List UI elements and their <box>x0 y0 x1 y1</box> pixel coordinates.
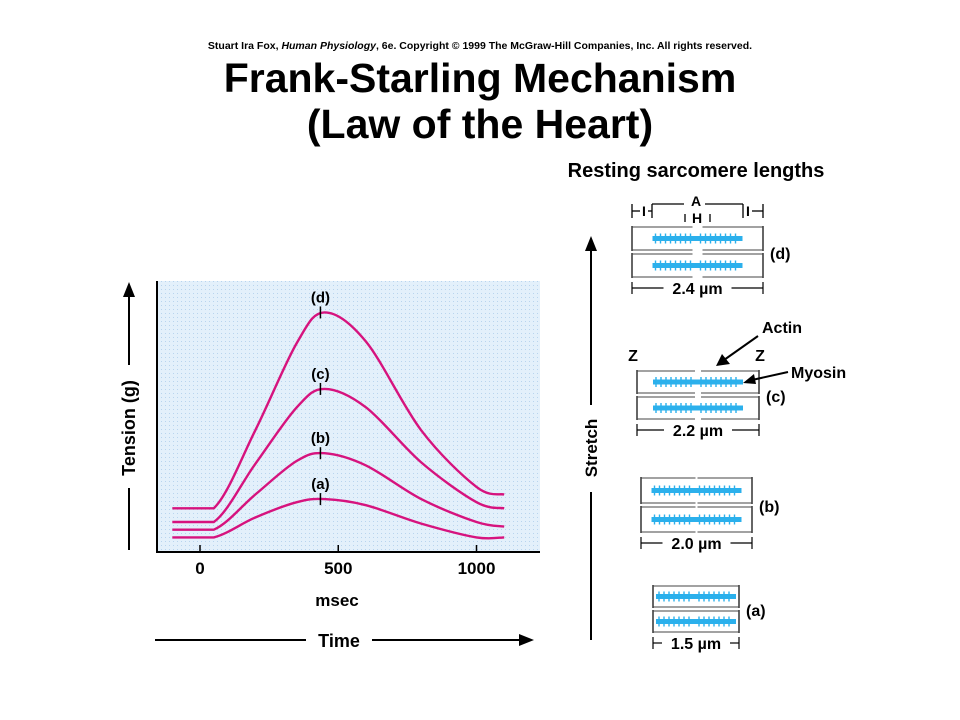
sarcomere-a: (a) 1.5 µm <box>652 585 766 653</box>
sarcomere-length-label: 2.0 µm <box>671 536 721 553</box>
sarcomere-length-label: 1.5 µm <box>671 636 721 653</box>
tension-curve-c <box>172 387 505 524</box>
tension-curve-a <box>172 497 505 540</box>
sarcomere-heading: Resting sarcomere lengths <box>568 160 825 182</box>
title-line-1: Frank-Starling Mechanism <box>223 55 737 101</box>
plot-area <box>157 281 540 551</box>
page-title: Frank-Starling Mechanism (Law of the Hea… <box>0 55 960 147</box>
sarcomere-c: (c) 2.2 µm <box>636 370 786 440</box>
x-tick-label: 0 <box>195 559 204 578</box>
sarcomere-b: (b) 2.0 µm <box>640 477 779 553</box>
myosin-label: Myosin <box>791 365 846 382</box>
copyright-book: Human Physiology <box>281 40 376 52</box>
y-axis-label: Tension (g) <box>119 380 139 476</box>
x-ticks-layer: 0 500 1000 <box>195 545 495 578</box>
time-arrow <box>155 634 534 646</box>
sarcomere-id-label: (b) <box>759 499 779 516</box>
sarcomere-id-label: (c) <box>766 389 786 406</box>
x-tick-label: 500 <box>324 559 352 578</box>
band-bracket <box>631 203 764 222</box>
sarcomere-d: (d) 2.4 µm <box>631 226 790 298</box>
sarcomere-panel: Resting sarcomere lengths Stretch I I A … <box>568 160 847 653</box>
myosin-pointer <box>743 371 789 384</box>
sarcomere-id-label: (d) <box>770 246 790 263</box>
actin-pointer <box>716 335 759 366</box>
z-label-right: Z <box>755 348 765 365</box>
band-i-right: I <box>746 203 750 219</box>
band-h: H <box>692 210 702 226</box>
actin-label: Actin <box>762 320 802 337</box>
curve-label-d: (d) <box>311 289 330 306</box>
x-tick-label: 1000 <box>458 559 496 578</box>
y-axis-arrow <box>123 282 135 550</box>
sarcomere-length-label: 2.4 µm <box>672 281 722 298</box>
sarcomere-id-label: (a) <box>746 603 766 620</box>
band-i-left: I <box>642 203 646 219</box>
curve-label-c: (c) <box>311 366 329 383</box>
tension-graph: (a) (b) (c) (d) 0 500 1000 msec Tension (g) T… <box>119 281 540 651</box>
z-label-left: Z <box>628 348 638 365</box>
tension-curve-d <box>172 311 505 510</box>
stretch-label: Stretch <box>582 419 601 478</box>
x-unit-label: msec <box>315 591 358 610</box>
band-a: A <box>691 193 701 209</box>
tension-curve-b <box>172 451 505 531</box>
title-line-2: (Law of the Heart) <box>306 101 654 147</box>
copyright-author: Stuart Ira Fox, <box>207 40 282 52</box>
copyright-rest: , 6e. Copyright © 1999 The McGraw-Hill C… <box>375 40 753 52</box>
stretch-arrow <box>585 236 597 640</box>
sarcomere-diagrams: (d) 2.4 µm (c) 2.2 µm (b) 2.0 µm (a) 1.5 µm <box>631 226 790 653</box>
curve-label-b: (b) <box>311 430 330 447</box>
copyright-notice: Stuart Ira Fox, Human Physiology, 6e. Co… <box>0 40 960 52</box>
sarcomere-length-label: 2.2 µm <box>673 423 723 440</box>
curve-label-a: (a) <box>311 476 329 493</box>
time-label: Time <box>318 631 360 651</box>
curves-layer: (a) (b) (c) (d) <box>172 289 505 540</box>
